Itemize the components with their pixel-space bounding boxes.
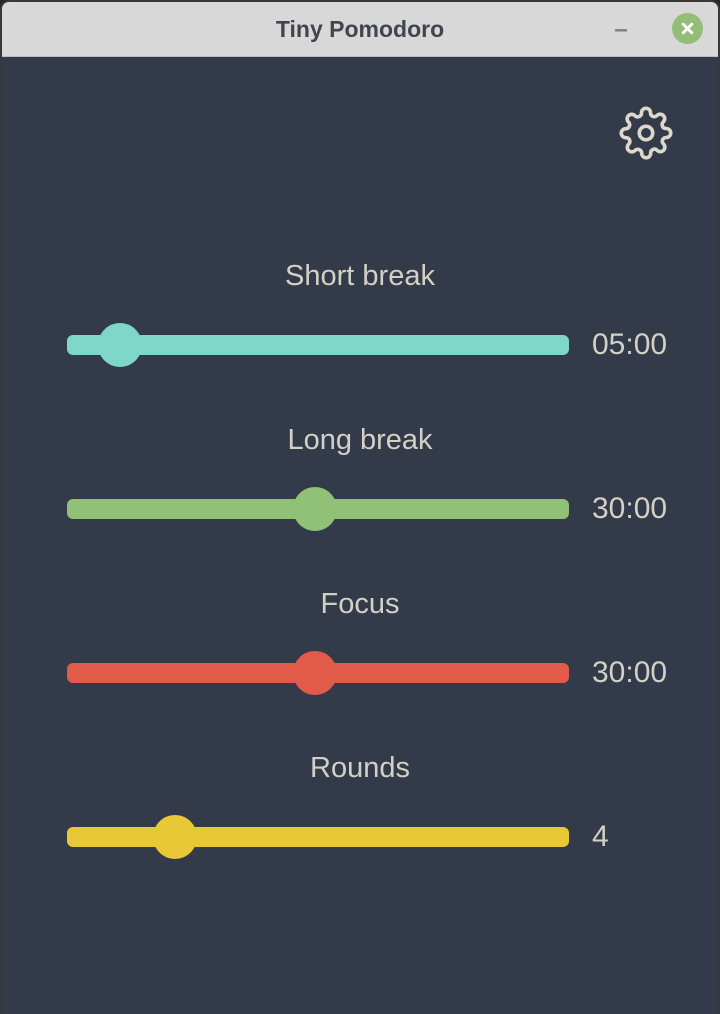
minimize-button[interactable]: – <box>606 15 636 45</box>
rounds-slider-track[interactable] <box>67 815 569 859</box>
minimize-icon: – <box>614 16 628 43</box>
window-title: Tiny Pomodoro <box>275 16 445 42</box>
slider-label: Focus <box>320 588 400 620</box>
rounds-slider-handle[interactable] <box>152 815 197 859</box>
long-break-slider-track[interactable] <box>67 487 569 531</box>
slider-value: 30:00 <box>592 492 668 525</box>
gear-icon <box>619 106 675 160</box>
slider-label: Short break <box>285 260 435 292</box>
titlebar: Tiny Pomodoro – <box>2 2 718 57</box>
short-break-slider-track[interactable] <box>67 323 569 367</box>
slider-section-focus: Focus 30:00 <box>2 586 718 695</box>
focus-slider-handle[interactable] <box>292 651 337 695</box>
slider-value: 05:00 <box>592 328 668 361</box>
app-body: Short break 05:00 Long break 30:00 Focus <box>2 57 718 1014</box>
slider-value: 30:00 <box>592 656 668 689</box>
short-break-slider-handle[interactable] <box>98 323 143 367</box>
slider-section-rounds: Rounds 4 <box>2 750 718 859</box>
slider-row: 30:00 <box>2 487 718 531</box>
slider-value: 4 <box>592 820 609 853</box>
close-icon <box>679 20 696 37</box>
focus-slider-track[interactable] <box>67 651 569 695</box>
slider-label: Rounds <box>310 752 410 784</box>
settings-button[interactable] <box>619 105 675 161</box>
slider-label: Long break <box>287 424 433 456</box>
close-button[interactable] <box>672 13 703 44</box>
slider-section-short-break: Short break 05:00 <box>2 258 718 367</box>
slider-row: 05:00 <box>2 323 718 367</box>
slider-section-long-break: Long break 30:00 <box>2 422 718 531</box>
slider-row: 30:00 <box>2 651 718 695</box>
slider-row: 4 <box>2 815 718 859</box>
long-break-slider-handle[interactable] <box>292 487 337 531</box>
